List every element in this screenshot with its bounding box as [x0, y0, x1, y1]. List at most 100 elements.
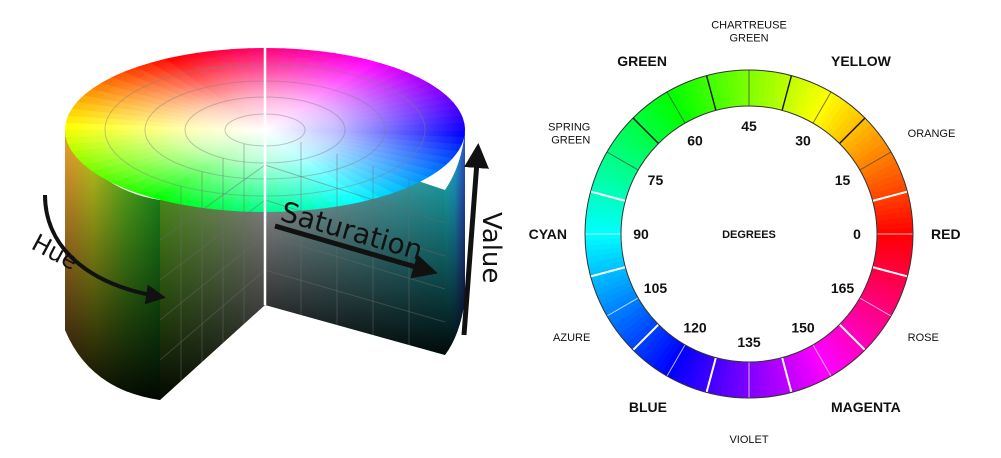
hue-wheel-segment	[852, 304, 886, 331]
hue-wheel-segment	[736, 70, 745, 107]
hue-wheel-segment	[601, 290, 637, 313]
color-name-green: GREEN	[617, 53, 667, 69]
hue-wheel-segment	[872, 193, 910, 208]
hue-wheel-divider	[838, 323, 866, 351]
hue-wheel-segment	[661, 91, 685, 126]
hue-wheel-segment	[876, 237, 913, 246]
hue-wheel-segment	[609, 142, 643, 167]
hue-wheel-segment	[713, 72, 727, 109]
hue-wheel-color-names: RED ORANGE YELLOW CHARTREUSE GREEN GREEN SPRIN…	[529, 20, 961, 447]
hue-wheel-segment	[752, 70, 761, 107]
hue-wheel-segment	[666, 89, 689, 124]
hue-wheel-divider	[839, 117, 866, 144]
hue-wheel-segment	[775, 357, 790, 395]
hue-wheel-segment	[613, 305, 646, 332]
hue-wheel-segment	[804, 86, 826, 121]
hue-wheel-segment	[867, 276, 904, 296]
hue-wheel-segment	[874, 198, 911, 212]
hue-wheel-segment	[677, 349, 698, 385]
hue-wheel-segment	[862, 289, 897, 311]
hue-wheel-segment	[726, 360, 737, 398]
hue-wheel-segment	[874, 255, 911, 269]
hue-wheel-segment	[730, 70, 741, 107]
hue-wheel-segment	[812, 91, 836, 126]
cylinder-cut-grid	[159, 142, 446, 381]
degree-label-165: 165	[831, 280, 855, 296]
hue-wheel-segment	[876, 215, 913, 226]
hue-wheel-segment	[796, 81, 816, 118]
hue-wheel-segment	[863, 161, 899, 182]
hue-wheel-segment	[592, 177, 629, 196]
hue-wheel-degree-labels: 0 15 30 45 60 75 90 105 120 135 150 165	[633, 118, 861, 350]
hue-wheel-segment	[813, 342, 837, 377]
hue-wheel-segment	[805, 346, 828, 382]
hue-wheel-segment	[638, 108, 667, 140]
color-name-azure: AZURE	[553, 332, 590, 344]
hue-wheel-divider	[872, 266, 908, 278]
hue-wheel-segment	[698, 355, 715, 392]
hue-wheel-segment	[662, 342, 686, 377]
hue-wheel-tick	[812, 91, 832, 124]
hue-wheel-segment	[844, 315, 876, 344]
hue-wheel-segment	[588, 260, 626, 275]
hue-wheel-segment	[800, 83, 821, 119]
hue-wheel-segment	[801, 348, 822, 384]
hue-wheel-divider	[705, 357, 717, 393]
hue-wheel-segment	[827, 331, 856, 364]
hue-wheel-segment	[725, 70, 736, 108]
hue-wheel-segment	[827, 104, 855, 136]
hue-wheel-divider	[781, 75, 793, 111]
color-name-spring-green: SPRING GREEN	[548, 122, 590, 147]
hue-wheel-segment	[847, 312, 879, 340]
hue-wheel-segment	[639, 329, 668, 361]
hue-wheel-segment	[691, 78, 710, 115]
hue-wheel-segment	[774, 73, 789, 110]
hue-wheel-segment	[585, 238, 622, 247]
hue-wheel-divider	[781, 357, 793, 393]
degree-label-60: 60	[687, 132, 703, 148]
hue-wheel-segment	[585, 211, 623, 222]
hue-wheel-segment	[831, 328, 860, 360]
hue-wheel-segment	[619, 312, 652, 341]
hue-wheel-segment	[830, 107, 859, 139]
hue-wheel-segment	[606, 147, 641, 171]
hue-wheel-tick	[859, 151, 892, 171]
cylinder-side-right-shade	[445, 130, 465, 355]
hue-wheel-segment	[619, 128, 651, 156]
hue-wheel-segment	[648, 334, 675, 368]
hue-wheel-segment	[591, 269, 628, 286]
hue-wheel-segment	[714, 359, 728, 396]
hue-wheel-segment	[672, 347, 694, 382]
hue-wheel-segment	[864, 285, 900, 306]
hue-wheel-segment	[833, 111, 863, 142]
hue-wheel-segment	[747, 70, 755, 107]
hue-wheel-segment	[627, 319, 658, 349]
degree-label-75: 75	[648, 172, 664, 188]
hue-wheel-segment	[615, 133, 649, 160]
hue-wheel-segment	[656, 94, 682, 129]
degree-label-15: 15	[835, 172, 851, 188]
hue-wheel-segment	[816, 339, 842, 374]
hue-wheel-segment	[869, 272, 906, 291]
degree-label-150: 150	[791, 320, 815, 336]
hue-wheel-segment	[792, 352, 812, 389]
hue-wheel-segment	[784, 355, 801, 392]
hue-wheel-divider	[632, 323, 660, 351]
hue-wheel-segment	[857, 146, 892, 170]
hue-wheel-segment	[599, 286, 635, 307]
color-name-yellow: YELLOW	[831, 53, 892, 69]
hue-wheel-segment	[667, 344, 690, 380]
color-name-chartreuse-green: CHARTREUSE GREEN	[711, 20, 787, 45]
saturation-arrow	[274, 223, 438, 279]
hue-wheel-segment	[841, 318, 872, 348]
hue-wheel-segment	[609, 301, 644, 327]
hue-wheel-segment	[788, 353, 807, 390]
hue-wheel-segment	[875, 210, 913, 221]
hue-wheel-segment	[603, 152, 639, 175]
hue-wheel-dividers	[584, 69, 914, 399]
hue-wheel-segment	[647, 101, 674, 134]
degree-label-45: 45	[741, 118, 757, 134]
degree-label-90: 90	[633, 226, 649, 242]
degree-label-105: 105	[644, 280, 668, 296]
